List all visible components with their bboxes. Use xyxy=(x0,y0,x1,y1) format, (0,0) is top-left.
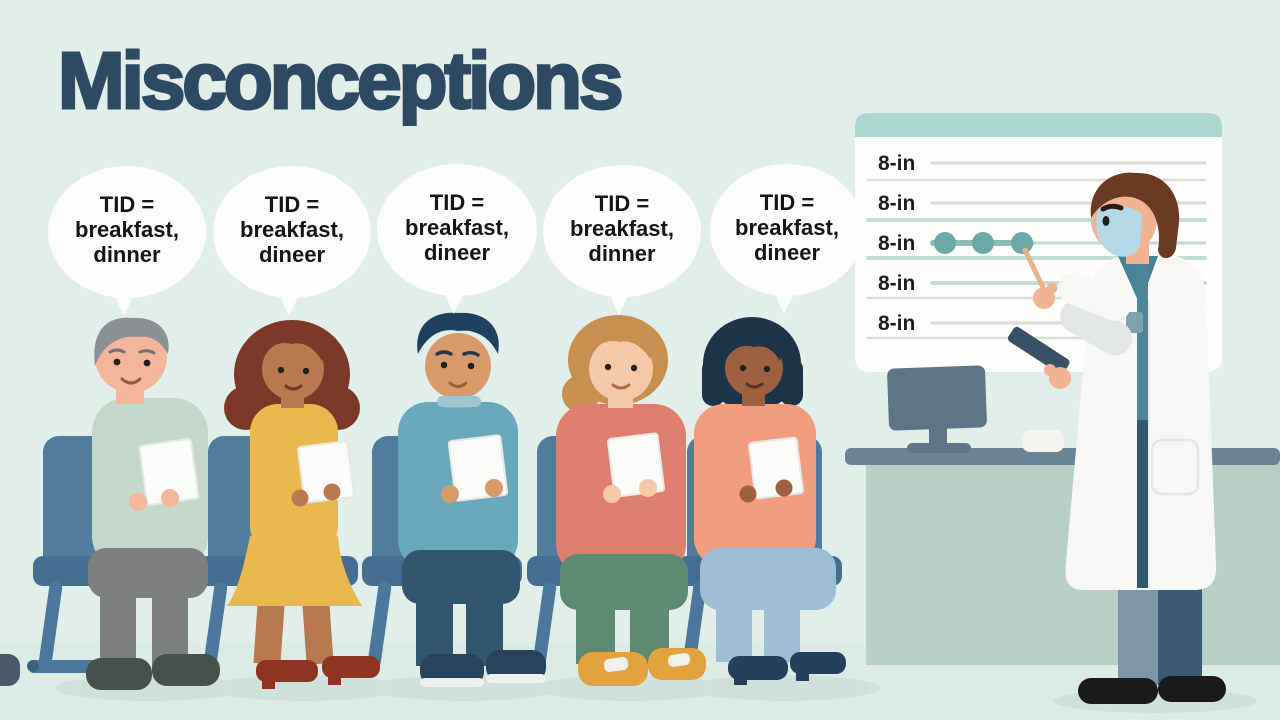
bubble-5-line-2: breakfast, xyxy=(735,215,839,240)
patient-2-leg xyxy=(253,597,285,665)
doctor-lanyard xyxy=(1137,258,1148,548)
patient-1-head xyxy=(94,317,169,404)
patient-4 xyxy=(556,315,706,686)
speech-bubbles: TID = breakfast, dinner TID = breakfast,… xyxy=(48,164,864,316)
doctor-head xyxy=(1090,172,1180,264)
patient-4-shoes xyxy=(578,648,706,686)
bubble-5-line-3: dineer xyxy=(754,240,820,265)
doctor-tablet-arm xyxy=(1007,299,1133,389)
bubble-4-line-1: TID = xyxy=(595,191,649,216)
patient-2-leg xyxy=(302,597,334,665)
patient-1-shoe xyxy=(152,654,220,686)
speech-bubble-4: TID = breakfast, dinner xyxy=(543,165,701,315)
doctor-tablet xyxy=(1007,326,1070,374)
monitor xyxy=(887,365,987,453)
bubble-2-line-1: TID = xyxy=(265,192,319,217)
doctor-shoe xyxy=(1158,676,1226,702)
patient-4-lap xyxy=(560,554,688,610)
doctor-hair xyxy=(1090,172,1180,259)
doctor-leg xyxy=(1118,575,1158,685)
cup xyxy=(1022,430,1064,452)
bubble-3-line-2: breakfast, xyxy=(405,215,509,240)
board-row-label-1: 8-in xyxy=(878,152,915,175)
speech-bubble-5: TID = breakfast, dineer xyxy=(710,164,864,314)
patient-2-dress xyxy=(250,404,338,554)
doctor-shoe xyxy=(1078,678,1158,704)
patient-2 xyxy=(224,320,380,689)
board-row-label-4: 8-in xyxy=(878,272,915,295)
page-title: Misconceptions xyxy=(58,36,621,125)
speech-bubble-2: TID = breakfast, dineer xyxy=(213,166,371,316)
doctor xyxy=(1007,172,1226,704)
trend-dots xyxy=(930,232,1034,254)
patient-5-lap xyxy=(700,548,836,610)
patient-3 xyxy=(398,312,546,687)
bubble-1-line-2: breakfast, xyxy=(75,217,179,242)
bubble-2-line-2: breakfast, xyxy=(240,217,344,242)
bubble-1-line-3: dinner xyxy=(93,242,161,267)
patient-3-lap xyxy=(402,550,520,604)
speech-bubble-3: TID = breakfast, dineer xyxy=(377,164,537,314)
patient-5-leg xyxy=(764,606,800,662)
patient-5-head xyxy=(725,331,783,406)
patient-1-shoe xyxy=(86,658,152,690)
board-row-label-2: 8-in xyxy=(878,192,915,215)
patient-1-leg xyxy=(100,592,136,668)
patient-5 xyxy=(694,317,846,685)
speech-bubble-1: TID = breakfast, dinner xyxy=(48,166,206,316)
doctor-coat-pocket xyxy=(1150,438,1200,496)
patient-1-lap xyxy=(88,548,208,598)
patient-5-leg xyxy=(716,606,752,662)
patient-3-shoes xyxy=(420,650,546,687)
patient-5-shoes xyxy=(728,652,846,685)
board-row-label-5: 8-in xyxy=(878,312,915,335)
bubble-4-line-3: dinner xyxy=(588,241,656,266)
board-row-label-3: 8-in xyxy=(878,232,915,255)
offscreen-chair-foot xyxy=(0,654,20,686)
doctor-badge xyxy=(1126,312,1143,333)
whiteboard-top-strip xyxy=(855,113,1222,137)
patient-2-skirt xyxy=(226,536,362,606)
patient-4-head xyxy=(589,325,653,408)
bubble-2-line-3: dineer xyxy=(259,242,325,267)
doctor-pointer-arm xyxy=(1022,247,1132,321)
bubble-4-line-2: breakfast, xyxy=(570,216,674,241)
bubble-1-line-1: TID = xyxy=(100,192,154,217)
patient-3-head xyxy=(417,312,499,408)
bubble-3-line-3: dineer xyxy=(424,240,490,265)
doctor-leg xyxy=(1158,575,1202,685)
patient-1 xyxy=(86,317,220,690)
bubble-3-line-1: TID = xyxy=(430,190,484,215)
patient-2-head xyxy=(262,328,324,408)
patient-2-shoes xyxy=(256,656,380,689)
bubble-5-line-1: TID = xyxy=(760,190,814,215)
